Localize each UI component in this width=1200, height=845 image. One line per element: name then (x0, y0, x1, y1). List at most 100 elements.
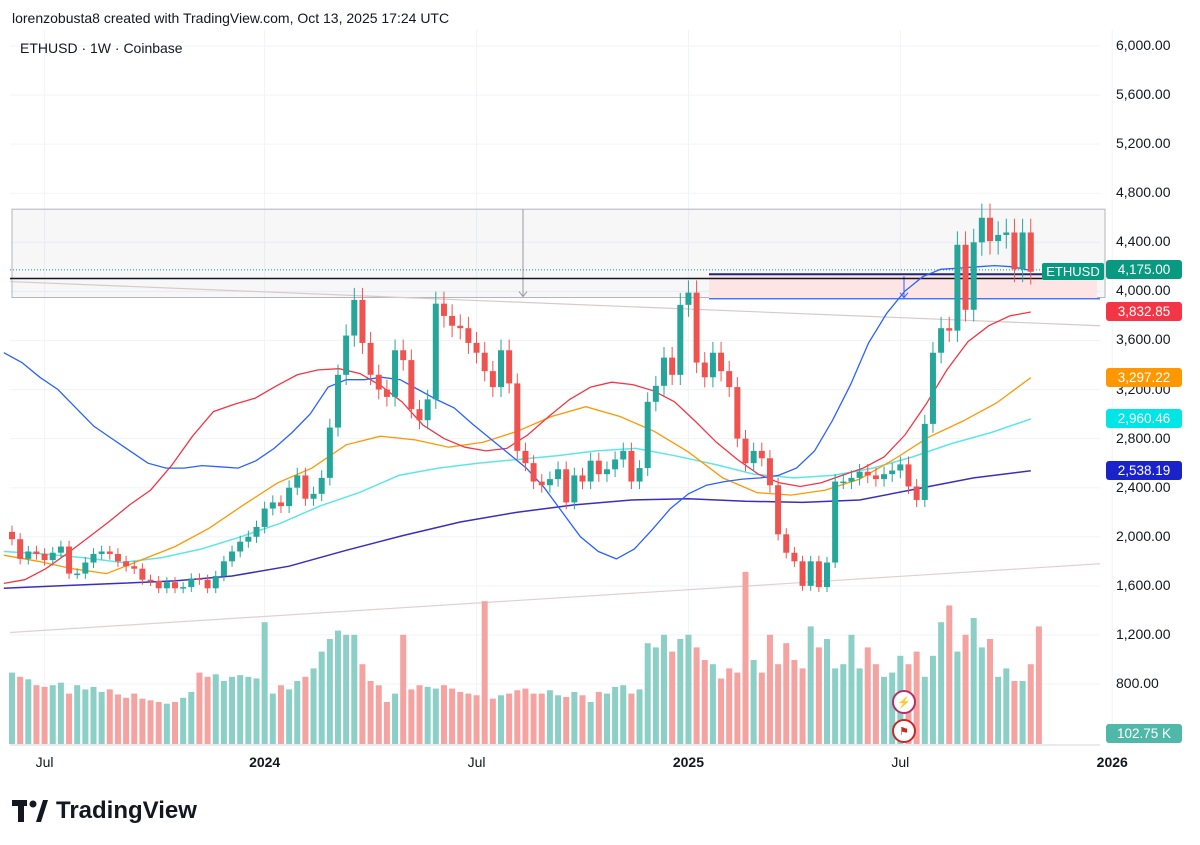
candle-body (326, 427, 333, 478)
volume-bar (742, 571, 749, 744)
volume-bar (383, 702, 390, 744)
candle-body (726, 371, 733, 388)
candle-body (807, 561, 814, 586)
candle-body (33, 551, 40, 554)
candle-body (123, 561, 130, 567)
volume-bar (188, 691, 195, 744)
volume-bar (408, 689, 415, 744)
volume-bar (432, 688, 439, 744)
candle-body (856, 471, 863, 478)
volume-bar (856, 668, 863, 744)
volume-bar (489, 698, 496, 744)
volume-bar (440, 685, 447, 744)
volume-bar (938, 622, 945, 744)
candle-body (595, 460, 602, 475)
candle-body (815, 561, 822, 588)
volume-bar (261, 622, 268, 744)
volume-bar (1003, 668, 1010, 744)
symbol-price-tag: ETHUSD (1042, 263, 1104, 280)
volume-bar (359, 664, 366, 744)
price-chart[interactable] (0, 30, 1200, 782)
candle-body (962, 244, 969, 310)
volume-bar (669, 651, 676, 744)
attribution-text: lorenzobusta8 created with TradingView.c… (12, 10, 450, 26)
price-tick-label: 1,600.00 (1116, 576, 1171, 593)
volume-bar (457, 691, 464, 744)
candle-body (978, 217, 985, 243)
candle-body (318, 477, 325, 494)
candle-body (41, 553, 48, 561)
candle-body (620, 450, 627, 460)
volume-bar (180, 697, 187, 744)
volume-bar (603, 693, 610, 744)
candle-body (147, 579, 154, 582)
lightning-icon[interactable]: ⚡ (892, 690, 916, 714)
candle-body (74, 573, 81, 576)
candle-body (669, 357, 676, 375)
volume-bar (220, 681, 227, 744)
volume-bar (155, 702, 162, 744)
volume-bar (82, 689, 89, 744)
candle-body (1011, 232, 1018, 270)
symbol-title[interactable]: ETHUSD · 1W · Coinbase (20, 40, 183, 56)
candle-body (98, 551, 105, 554)
candle-body (9, 531, 15, 540)
candle-body (824, 562, 830, 588)
volume-bar (832, 668, 839, 744)
volume-bar (326, 639, 333, 744)
volume-bar (25, 679, 32, 744)
flag-icon[interactable]: ⚑ (892, 719, 916, 743)
volume-bar (49, 685, 56, 744)
candle-body (432, 303, 439, 400)
volume-bar (253, 678, 260, 744)
candle-body (946, 328, 953, 331)
volume-bar (114, 694, 121, 744)
candle-body (701, 362, 708, 378)
candle-body (302, 475, 309, 499)
candle-body (457, 325, 464, 329)
volume-bar (286, 689, 293, 744)
candle-body (473, 342, 480, 353)
candle-body (489, 371, 496, 388)
candle-body (416, 409, 423, 421)
candle-body (17, 539, 24, 559)
volume-bar (375, 685, 382, 744)
tradingview-logo[interactable]: TradingView (12, 796, 197, 826)
volume-bar (824, 639, 830, 744)
volume-bar (318, 651, 325, 744)
candle-body (506, 350, 513, 384)
candle-body (905, 464, 912, 487)
volume-bar (237, 675, 244, 744)
candle-body (229, 551, 236, 562)
volume-bar (661, 634, 667, 744)
candle-body (563, 469, 570, 503)
candle-body (555, 469, 562, 480)
candle-body (538, 481, 545, 486)
volume-bar (620, 685, 627, 744)
volume-bar (196, 672, 203, 744)
candle-body (237, 541, 244, 552)
candle-body (652, 385, 659, 402)
volume-bar (392, 693, 399, 744)
measure-arrow-head (518, 291, 528, 298)
candle-body (383, 389, 390, 397)
volume-bar (954, 651, 961, 744)
volume-bar (595, 691, 602, 744)
chart-area[interactable] (0, 30, 1200, 782)
volume-bar (66, 693, 73, 744)
candle-body (799, 561, 806, 586)
volume-bar (929, 655, 936, 744)
price-tick-label: 6,000.00 (1116, 37, 1171, 53)
volume-bar (978, 647, 985, 744)
tradingview-logo-text: TradingView (56, 797, 197, 824)
price-tick-label: 1,200.00 (1116, 625, 1171, 642)
candle-body (938, 328, 945, 353)
candle-body (791, 552, 798, 562)
candle-body (685, 292, 692, 305)
candle-body (310, 493, 317, 499)
candle-body (832, 481, 839, 563)
candle-body (449, 315, 456, 326)
volume-bar (636, 689, 643, 744)
price-tick-label: 2,800.00 (1116, 429, 1171, 446)
volume-bar (416, 685, 423, 744)
